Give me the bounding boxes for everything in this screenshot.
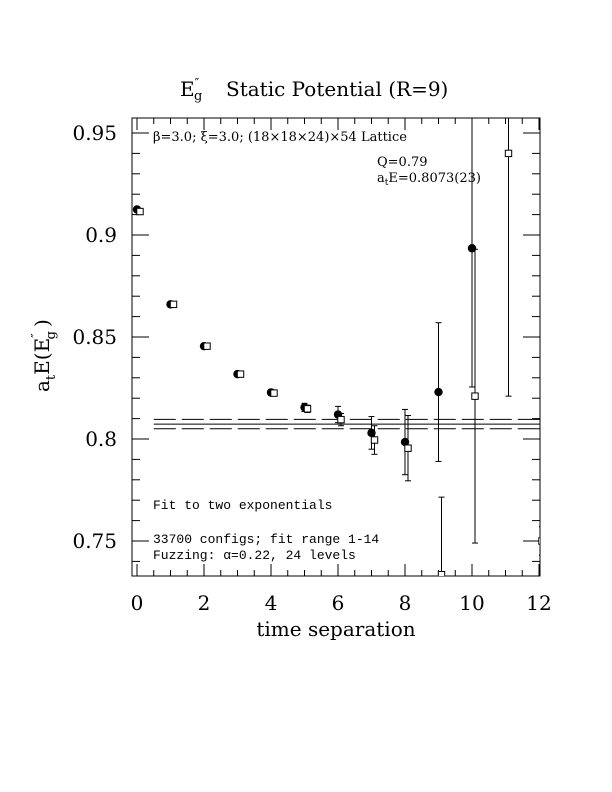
y-tick-label: 0.95 — [72, 121, 117, 145]
point-square — [136, 207, 144, 216]
x-tick-label: 4 — [265, 591, 278, 615]
title-main: E — [180, 77, 195, 101]
fit-band — [153, 418, 540, 430]
plot-frame — [131, 117, 541, 577]
ylabel-end: ) — [30, 319, 54, 327]
point-circle — [400, 437, 410, 447]
ylabel-sub2: g — [44, 331, 59, 339]
y-axis-label: atE(E″g) — [29, 319, 59, 392]
x-tick-label: 8 — [399, 591, 412, 615]
y-tick-label: 0.9 — [85, 223, 117, 247]
point-square — [169, 300, 178, 309]
x-tick-label: 0 — [131, 591, 144, 615]
fit-annotation: Fit to two exponentials — [153, 498, 332, 513]
data-points — [132, 118, 540, 576]
title-rest: Static Potential (R=9) — [226, 77, 448, 101]
point-square — [471, 392, 479, 400]
x-tick-label: 10 — [459, 591, 484, 615]
x-axis-label: time separation — [256, 617, 415, 641]
ylabel-sub1: t — [44, 374, 59, 380]
ae-main: a — [377, 171, 385, 186]
y-tick-label: 0.8 — [85, 427, 117, 451]
chart-title: E″ g Static Potential (R=9) — [180, 76, 448, 104]
title-sup: ″ — [195, 76, 200, 90]
ae-rest: E=0.8073(23) — [388, 171, 481, 186]
ylabel-mid: E(E — [30, 338, 54, 375]
point-square — [270, 389, 278, 397]
point-square — [370, 436, 379, 444]
point-circle — [367, 428, 376, 438]
q-annotation: Q=0.79 — [377, 155, 428, 170]
ae-sub: t — [385, 178, 389, 188]
x-tick-label: 2 — [198, 591, 211, 615]
point-square — [437, 570, 446, 576]
point-square — [504, 149, 513, 158]
point-square — [236, 370, 245, 378]
x-tick-label: 12 — [526, 591, 551, 615]
ylabel-sup: ″ — [29, 333, 43, 338]
point-square — [203, 342, 211, 350]
fuzz-annotation: Fuzzing: α=0.22, 24 levels — [153, 548, 356, 563]
ylabel-main: a — [30, 380, 54, 392]
title-sub: g — [194, 89, 202, 104]
point-square — [303, 405, 312, 413]
ae-annotation: atE=0.8073(23) — [377, 171, 481, 188]
point-circle — [434, 387, 443, 397]
y-tick-label: 0.75 — [72, 529, 117, 553]
configs-annotation: 33700 configs; fit range 1-14 — [153, 532, 379, 547]
tick-labels: 0 2 4 6 8 10 12 0.75 0.8 0.85 0.9 0.95 — [72, 121, 551, 615]
y-tick-label: 0.85 — [72, 325, 117, 349]
lattice-annotation: β=3.0; ξ=3.0; (18×18×24)×54 Lattice — [153, 130, 407, 145]
point-square — [337, 415, 345, 424]
point-square — [404, 444, 412, 452]
x-tick-label: 6 — [332, 591, 345, 615]
point-square — [538, 537, 540, 545]
point-circle — [467, 244, 477, 253]
